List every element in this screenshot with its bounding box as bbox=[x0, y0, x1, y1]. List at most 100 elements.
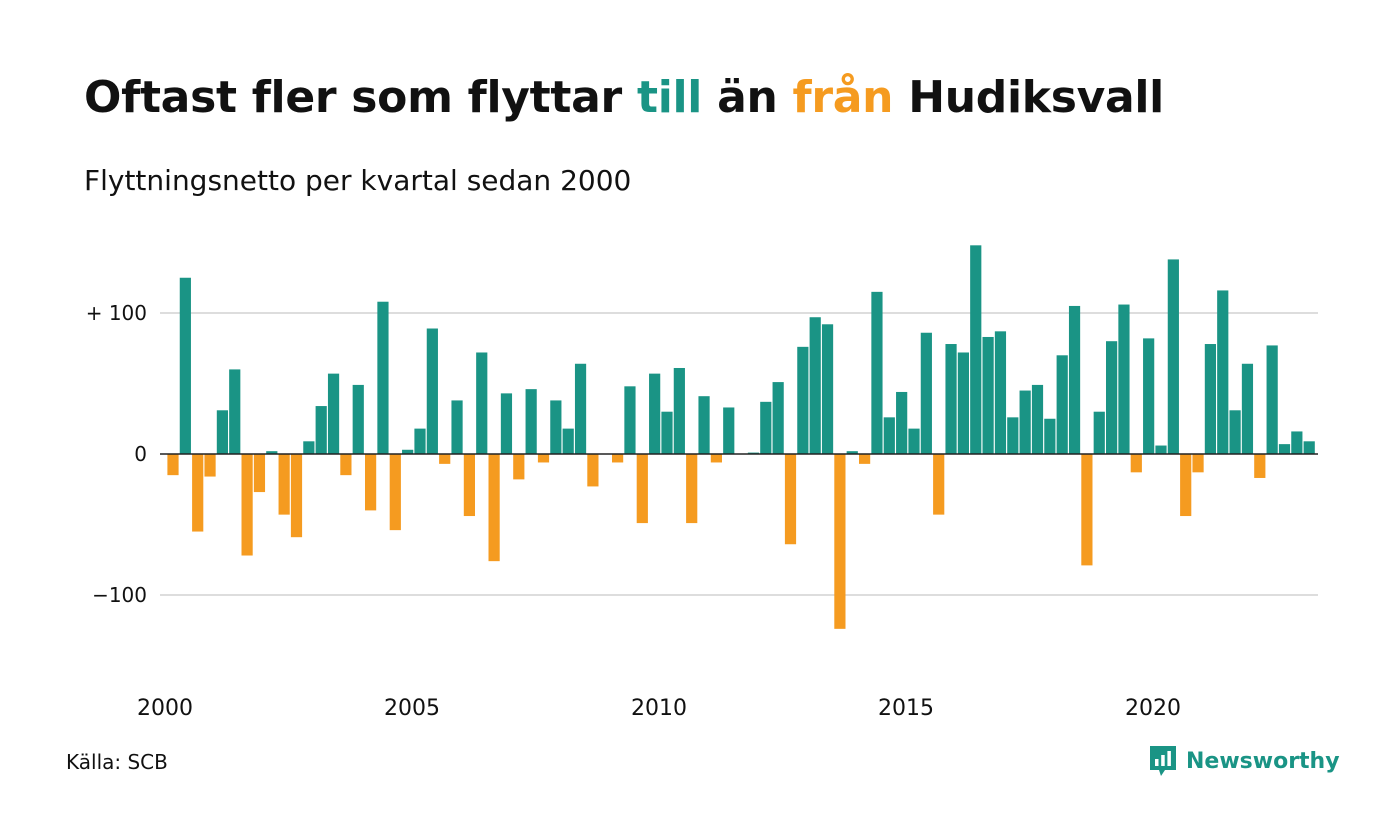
bar-42 bbox=[686, 454, 698, 524]
bar-54 bbox=[834, 454, 846, 629]
title-part-1: Oftast fler som flyttar bbox=[84, 72, 637, 123]
bar-10 bbox=[290, 454, 303, 538]
bar-89 bbox=[1266, 345, 1278, 454]
bar-25 bbox=[476, 352, 488, 454]
bar-31 bbox=[550, 400, 562, 454]
bar-69 bbox=[1019, 390, 1031, 454]
bar-14 bbox=[340, 454, 352, 476]
bar-53 bbox=[821, 324, 834, 454]
bar-34 bbox=[587, 454, 599, 487]
bar-88 bbox=[1254, 454, 1266, 478]
newsworthy-logo-icon bbox=[1150, 746, 1176, 776]
bar-62 bbox=[933, 454, 945, 515]
bar-3 bbox=[204, 454, 216, 477]
bar-40 bbox=[661, 411, 673, 454]
y-tick-label-0: + 100 bbox=[86, 301, 147, 325]
bar-78 bbox=[1130, 454, 1142, 473]
bar-80 bbox=[1155, 445, 1167, 454]
bar-64 bbox=[957, 352, 969, 454]
x-tick-label-1: 2005 bbox=[384, 696, 440, 721]
bar-9 bbox=[278, 454, 290, 515]
bar-5 bbox=[229, 369, 241, 454]
bar-71 bbox=[1044, 418, 1056, 454]
bar-4 bbox=[216, 410, 228, 454]
bar-27 bbox=[500, 393, 513, 454]
bar-45 bbox=[723, 407, 735, 454]
bar-24 bbox=[463, 454, 475, 517]
bar-55 bbox=[846, 451, 858, 454]
bar-50 bbox=[784, 454, 797, 545]
bar-chart: + 100 0 −100 2000 2005 2010 2015 2020 bbox=[86, 245, 1318, 721]
bar-22 bbox=[439, 454, 451, 464]
bar-91 bbox=[1291, 431, 1303, 454]
bar-7 bbox=[253, 454, 266, 493]
bar-68 bbox=[1007, 417, 1019, 454]
bar-76 bbox=[1106, 341, 1118, 454]
x-tick-label-4: 2020 bbox=[1125, 696, 1181, 721]
bar-0 bbox=[167, 454, 179, 476]
bar-12 bbox=[315, 406, 327, 454]
bar-90 bbox=[1278, 444, 1291, 454]
chart-subtitle: Flyttningsnetto per kvartal sedan 2000 bbox=[84, 164, 632, 197]
bar-65 bbox=[970, 245, 982, 454]
bar-20 bbox=[414, 428, 426, 454]
bar-32 bbox=[562, 428, 574, 454]
bar-58 bbox=[883, 417, 895, 454]
bar-84 bbox=[1204, 344, 1216, 454]
bar-51 bbox=[797, 346, 809, 454]
newsworthy-logo-text: Newsworthy bbox=[1186, 748, 1340, 774]
newsworthy-logo: Newsworthy bbox=[1148, 744, 1340, 778]
title-part-3: Hudiksvall bbox=[893, 72, 1164, 123]
bar-70 bbox=[1031, 384, 1044, 454]
bar-87 bbox=[1241, 363, 1254, 454]
bar-17 bbox=[377, 301, 389, 454]
bar-56 bbox=[859, 454, 871, 464]
y-tick-label-2: −100 bbox=[92, 583, 147, 607]
bar-15 bbox=[352, 384, 364, 454]
bar-23 bbox=[451, 400, 463, 454]
bar-72 bbox=[1056, 355, 1068, 454]
bar-48 bbox=[760, 401, 772, 454]
bar-66 bbox=[982, 336, 994, 454]
bar-28 bbox=[513, 454, 525, 480]
bar-6 bbox=[241, 454, 253, 556]
bar-36 bbox=[612, 454, 624, 463]
bar-19 bbox=[402, 449, 414, 454]
bar-59 bbox=[896, 391, 908, 454]
bar-43 bbox=[698, 396, 710, 454]
bar-37 bbox=[624, 386, 636, 454]
title-part-2: än bbox=[702, 72, 793, 123]
x-tick-label-3: 2015 bbox=[878, 696, 934, 721]
bar-67 bbox=[994, 331, 1007, 454]
bar-30 bbox=[537, 454, 550, 463]
bar-60 bbox=[908, 428, 920, 454]
x-tick-label-2: 2010 bbox=[631, 696, 687, 721]
bar-79 bbox=[1143, 338, 1155, 454]
title-highlight-fran: från bbox=[792, 72, 894, 123]
bar-41 bbox=[673, 367, 685, 454]
bar-63 bbox=[945, 344, 957, 454]
chart-title: Oftast fler som flyttar till än från Hud… bbox=[84, 72, 1164, 123]
bar-74 bbox=[1081, 454, 1093, 566]
bar-85 bbox=[1217, 290, 1229, 454]
bar-57 bbox=[871, 291, 883, 454]
bar-38 bbox=[636, 454, 648, 524]
bar-49 bbox=[772, 382, 784, 454]
bar-81 bbox=[1167, 259, 1179, 454]
bar-92 bbox=[1303, 441, 1315, 454]
bar-39 bbox=[649, 373, 661, 454]
x-tick-label-0: 2000 bbox=[137, 696, 193, 721]
bar-83 bbox=[1192, 454, 1204, 473]
source-note: Källa: SCB bbox=[66, 750, 168, 774]
bar-75 bbox=[1093, 411, 1105, 454]
bar-26 bbox=[488, 454, 500, 562]
bar-82 bbox=[1180, 454, 1192, 517]
bar-18 bbox=[389, 454, 401, 531]
bar-2 bbox=[192, 454, 204, 532]
bar-77 bbox=[1118, 304, 1130, 454]
bar-21 bbox=[426, 328, 438, 454]
bar-16 bbox=[365, 454, 377, 511]
bar-73 bbox=[1068, 305, 1081, 454]
bar-1 bbox=[179, 277, 191, 454]
title-highlight-till: till bbox=[636, 72, 703, 123]
